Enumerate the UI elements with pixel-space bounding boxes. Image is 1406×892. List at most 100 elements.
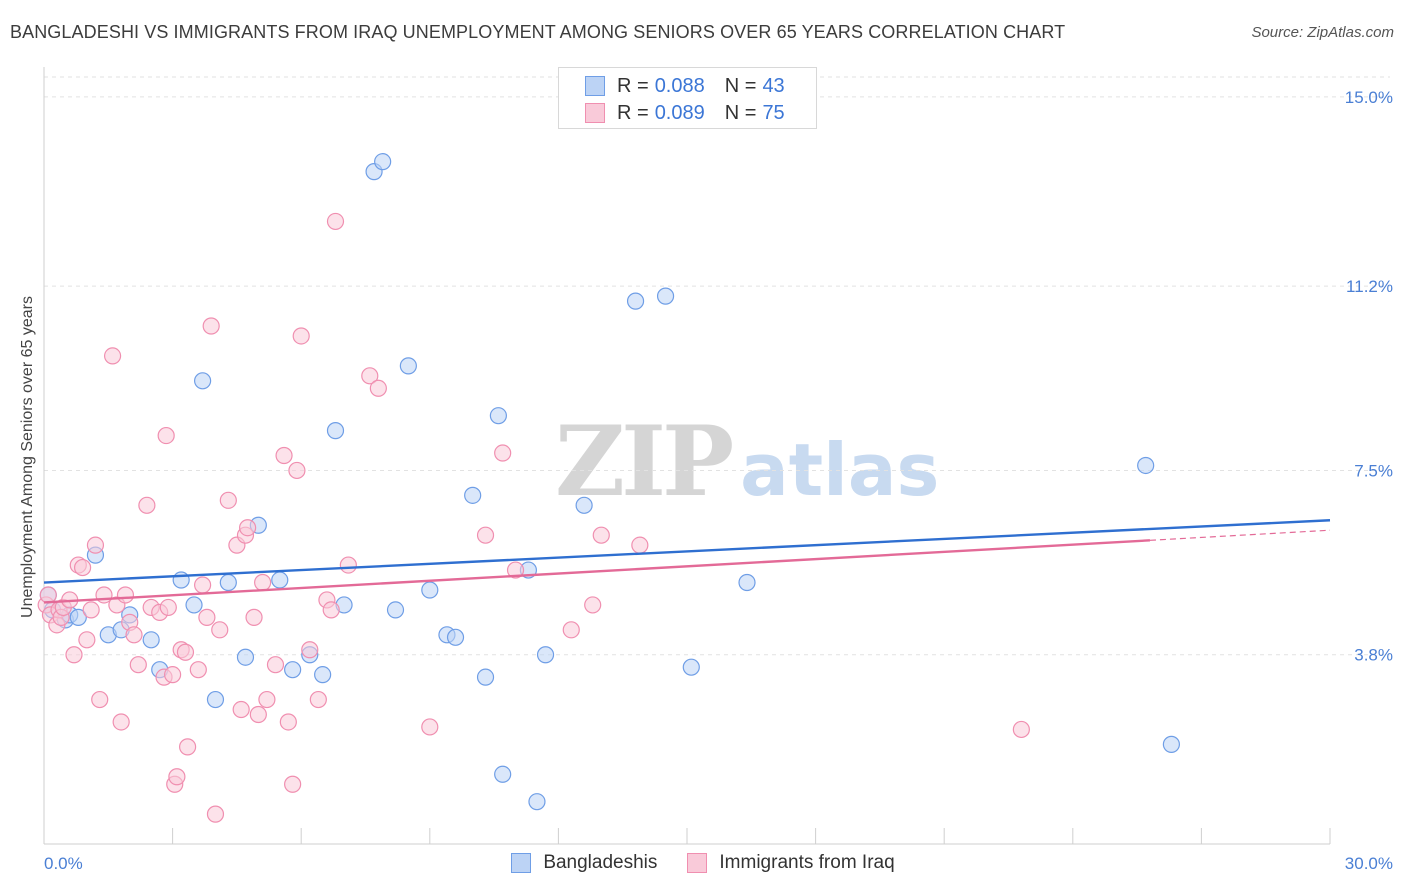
iraq-point [254, 573, 272, 592]
iraq-point [258, 690, 276, 709]
iraq-point [219, 491, 237, 509]
iraq-point [279, 713, 297, 731]
bangladeshi-point [314, 666, 332, 684]
iraq-point [361, 367, 379, 385]
r-value: 0.089 [654, 101, 705, 124]
n-value: 43 [762, 74, 785, 97]
legend-swatch-bangladeshis [511, 853, 532, 873]
x-tick-label-end: 30.0% [1345, 854, 1393, 873]
iraq-point [494, 444, 512, 462]
r-label: R = [617, 74, 649, 97]
iraq-point [1012, 720, 1030, 739]
iraq-point [164, 666, 182, 684]
series-legend: Bangladeshis Immigrants from Iraq [0, 852, 1406, 874]
legend-swatch-iraq [687, 853, 708, 873]
axes [43, 67, 1331, 845]
iraq-point [112, 713, 130, 731]
iraq-point [176, 643, 195, 661]
bangladeshi-point [421, 581, 439, 599]
iraq-point [129, 656, 147, 674]
iraq-point [116, 586, 135, 604]
legend-label-iraq: Immigrants from Iraq [719, 852, 895, 873]
n-label: N = [724, 74, 757, 97]
iraq-point [339, 556, 357, 574]
y-tick-label: 11.2% [1346, 277, 1393, 296]
bangladeshi-point [494, 765, 512, 783]
bangladeshi-point [1137, 456, 1155, 475]
trend-lines [43, 519, 1331, 604]
iraq-point [245, 608, 263, 626]
bangladeshi-point [194, 372, 212, 390]
y-tick-label: 3.8% [1354, 646, 1393, 665]
bangladeshi-point [206, 690, 225, 709]
iraq-point [211, 621, 229, 639]
bangladeshi-point [142, 631, 160, 649]
y-tick-label: 15.0% [1345, 88, 1393, 107]
iraq-point [476, 526, 495, 544]
r-value: 0.088 [654, 74, 705, 97]
iraq-point [421, 718, 439, 736]
bangladeshi-point [374, 153, 392, 171]
source-label: Source: ZipAtlas.com [1251, 24, 1394, 41]
iraq-point [157, 426, 175, 445]
iraq-point [194, 576, 212, 594]
iraq-point [275, 446, 293, 465]
iraq-point [202, 317, 220, 335]
iraq-point [292, 327, 310, 345]
bangladeshi-point [284, 661, 302, 679]
iraq-point [284, 775, 302, 793]
grid-lines [44, 76, 1390, 656]
iraq-point [82, 601, 100, 619]
iraq-point [179, 738, 197, 756]
iraq-point [562, 621, 580, 639]
iraq-point [301, 641, 319, 659]
bangladeshi-point [446, 628, 465, 646]
iraq-point [86, 536, 105, 554]
y-tick-label: 7.5% [1354, 461, 1393, 480]
bangladeshi-point [528, 793, 546, 811]
iraq-point [206, 805, 225, 823]
iraq-point [168, 768, 186, 786]
tick-labels: 3.8% 7.5% 11.2% 15.0% 0.0% 30.0% [44, 88, 1393, 873]
iraq-point [159, 598, 177, 617]
bangladeshi-point [271, 571, 289, 589]
iraq-point [592, 526, 610, 544]
y-axis-label: Unemployment Among Seniors over 65 years [19, 296, 36, 618]
bangladeshi-point [738, 573, 756, 592]
bangladeshi-point [489, 407, 507, 425]
bangladeshi-point [1162, 735, 1180, 753]
iraq-point [326, 212, 345, 231]
iraq-point [103, 347, 122, 365]
n-label: N = [724, 101, 757, 124]
iraq-point [65, 646, 83, 664]
iraq-trend-line [43, 539, 1151, 604]
bangladeshi-point [656, 287, 675, 305]
iraq-point [584, 596, 602, 614]
iraq-point [125, 626, 143, 644]
iraq-point [288, 461, 306, 480]
iraq-point [239, 519, 257, 537]
bangladeshi-point [399, 357, 417, 375]
legend-item-iraq[interactable]: Immigrants from Iraq [687, 852, 895, 874]
bangladeshi-point [219, 573, 237, 592]
legend-row-bangladeshis: R = 0.088 N = 43 [585, 73, 785, 99]
legend-item-bangladeshis[interactable]: Bangladeshis [511, 852, 657, 874]
bangladeshi-point [626, 292, 645, 310]
iraq-point [309, 690, 327, 709]
legend-swatch-bangladeshis [585, 76, 605, 96]
iraq-point [78, 631, 96, 649]
n-value: 75 [762, 101, 785, 124]
bangladeshi-point [682, 658, 700, 676]
iraq-point [39, 586, 57, 604]
bangladeshi-point [236, 648, 255, 666]
bangladeshi-point [69, 608, 87, 626]
iraq-point [322, 601, 340, 619]
iraq-point [73, 558, 92, 577]
iraq-point [506, 561, 525, 579]
iraq-point [631, 536, 649, 554]
correlation-legend: R = 0.088 N = 43 R = 0.089 N = 75 [558, 67, 817, 129]
bangladeshi-point [536, 646, 555, 664]
iraq-point [369, 379, 387, 397]
iraq-point [232, 700, 250, 719]
